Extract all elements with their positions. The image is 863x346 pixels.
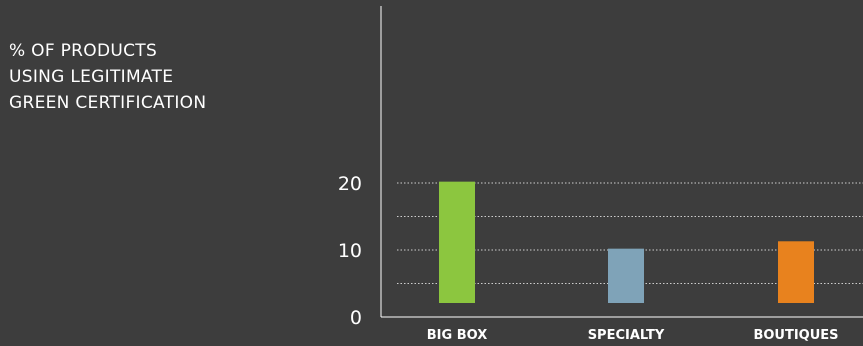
category-labels: BIG BOX SPECIALTY BOUTIQUES (427, 328, 839, 343)
y-tick-label: 10 (338, 240, 362, 262)
y-tick-labels: 0 10 20 (338, 173, 362, 329)
bar (778, 241, 814, 303)
category-label: BIG BOX (427, 328, 487, 343)
category-label: BOUTIQUES (753, 328, 838, 343)
y-tick-label: 0 (350, 307, 362, 329)
category-label: SPECIALTY (588, 328, 665, 343)
y-tick-label: 20 (338, 173, 362, 195)
bar (439, 181, 475, 303)
bars (439, 181, 814, 303)
axes (380, 6, 863, 318)
bar (608, 248, 644, 303)
chart-title: % OF PRODUCTS USING LEGITIMATE GREEN CER… (9, 41, 207, 113)
